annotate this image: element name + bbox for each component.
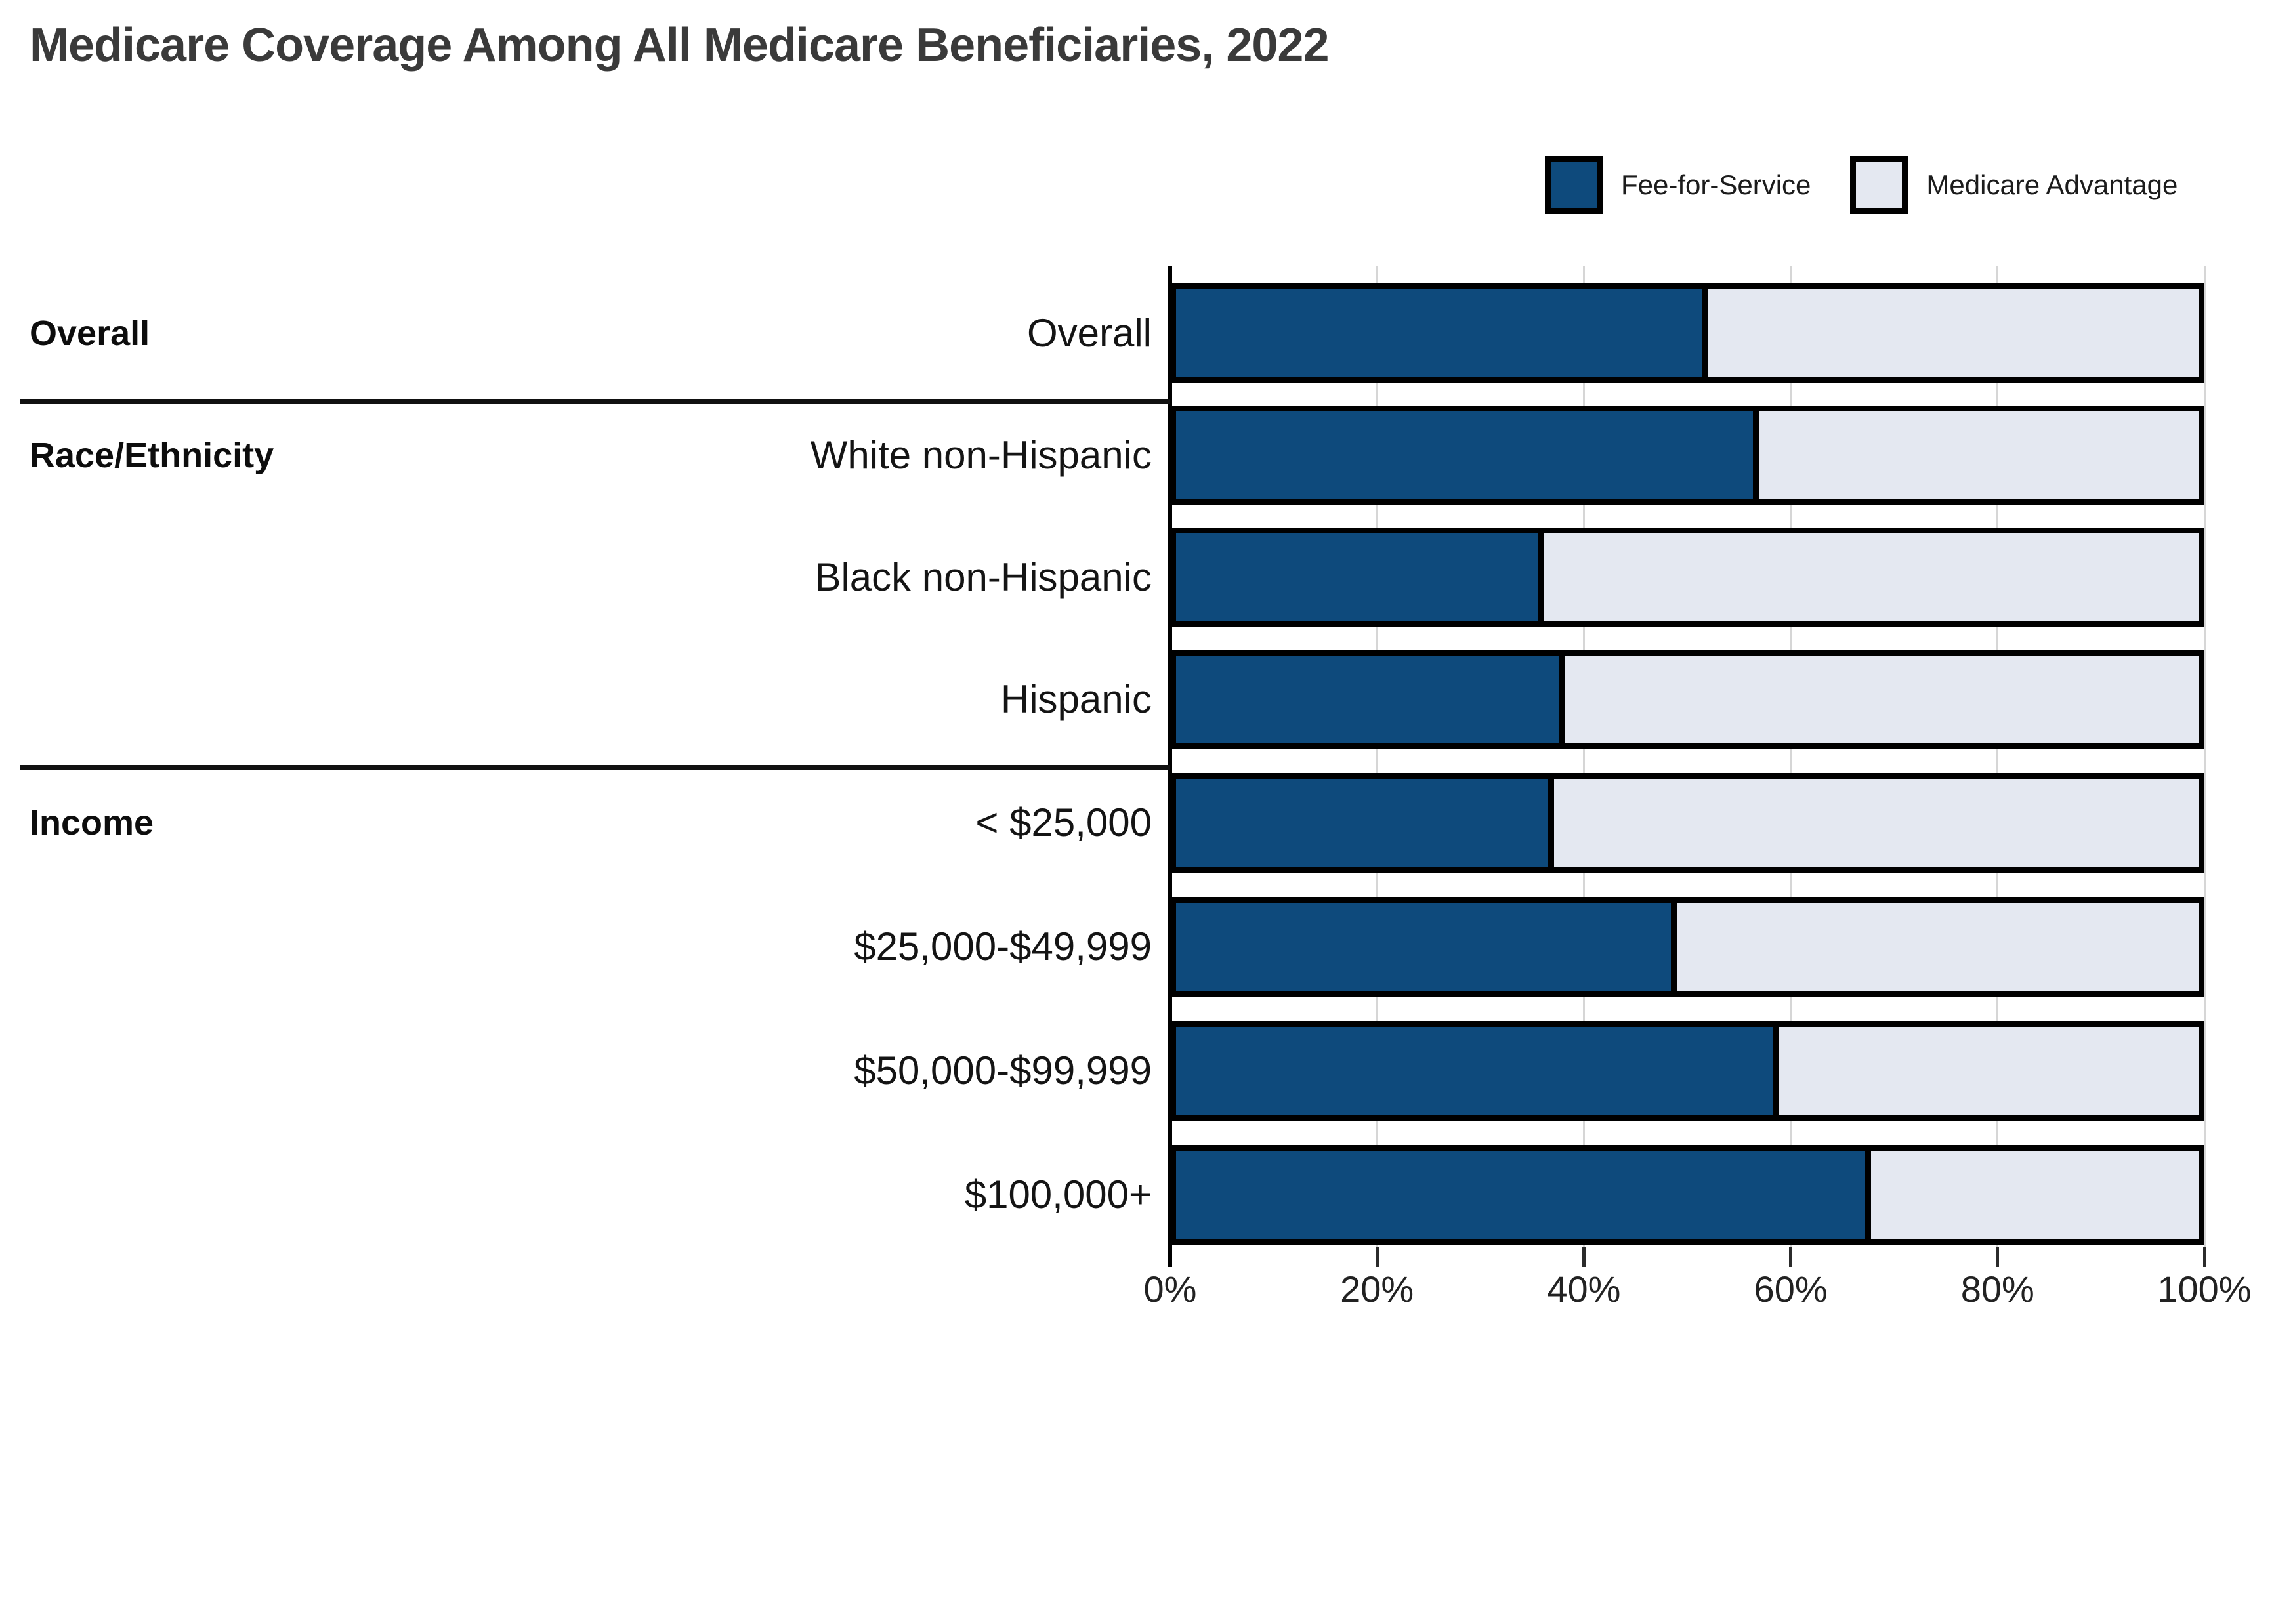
fee-for-service-swatch-icon	[1545, 156, 1603, 214]
gridline	[1996, 266, 1999, 1250]
legend-item-fee-for-service: Fee-for-Service	[1545, 156, 1811, 214]
axis-tick	[2202, 1247, 2206, 1267]
chart-title: Medicare Coverage Among All Medicare Ben…	[30, 19, 1330, 72]
stacked-bar-row	[1170, 773, 2204, 873]
fee-for-service-segment	[1176, 779, 1555, 867]
category-label: Black non-Hispanic	[814, 555, 1152, 600]
axis-tick-label: 60%	[1754, 1268, 1828, 1310]
category-label: $25,000-$49,999	[854, 925, 1152, 969]
stacked-bar-row	[1170, 406, 2204, 505]
fee-for-service-segment	[1176, 656, 1565, 743]
group-label: Overall	[30, 313, 150, 353]
category-label: < $25,000	[975, 801, 1152, 845]
axis-tick-label: 20%	[1340, 1268, 1414, 1310]
axis-tick	[1789, 1247, 1793, 1267]
axis-tick	[1582, 1247, 1586, 1267]
fee-for-service-segment	[1176, 289, 1708, 377]
y-axis-line	[1168, 266, 1172, 1267]
stacked-bar-row	[1170, 897, 2204, 997]
axis-tick-label: 40%	[1547, 1268, 1621, 1310]
legend-item-medicare-advantage: Medicare Advantage	[1850, 156, 2178, 214]
category-label: Hispanic	[1000, 677, 1152, 722]
stacked-bar-row	[1170, 528, 2204, 627]
axis-tick-label: 0%	[1143, 1268, 1197, 1310]
legend-label: Medicare Advantage	[1926, 169, 2178, 200]
group-separator-line	[20, 765, 1170, 770]
category-label: Overall	[1026, 311, 1152, 356]
gridline	[1790, 266, 1792, 1250]
axis-tick-label: 80%	[1960, 1268, 2034, 1310]
gridline	[1582, 266, 1585, 1250]
group-label: Race/Ethnicity	[30, 435, 274, 475]
category-label: $50,000-$99,999	[854, 1049, 1152, 1093]
stacked-bar-row	[1170, 1145, 2204, 1245]
fee-for-service-segment	[1176, 533, 1544, 621]
gridline	[2203, 266, 2206, 1250]
stacked-bar-row	[1170, 283, 2204, 383]
axis-tick-label: 100%	[2157, 1268, 2252, 1310]
chart-legend: Fee-for-Service Medicare Advantage	[1545, 156, 2178, 214]
stacked-bar-row	[1170, 1021, 2204, 1121]
axis-tick	[1375, 1247, 1379, 1267]
medicare-advantage-swatch-icon	[1850, 156, 1908, 214]
gridline	[1376, 266, 1378, 1250]
stacked-bar-row	[1170, 650, 2204, 749]
group-label: Income	[30, 802, 154, 843]
legend-label: Fee-for-Service	[1621, 169, 1811, 200]
category-label: White non-Hispanic	[810, 433, 1152, 478]
group-separator-line	[20, 399, 1170, 404]
fee-for-service-segment	[1176, 411, 1759, 499]
fee-for-service-segment	[1176, 1027, 1780, 1115]
fee-for-service-segment	[1176, 903, 1677, 991]
axis-tick	[1996, 1247, 2000, 1267]
fee-for-service-segment	[1176, 1151, 1872, 1239]
category-label: $100,000+	[964, 1173, 1152, 1217]
